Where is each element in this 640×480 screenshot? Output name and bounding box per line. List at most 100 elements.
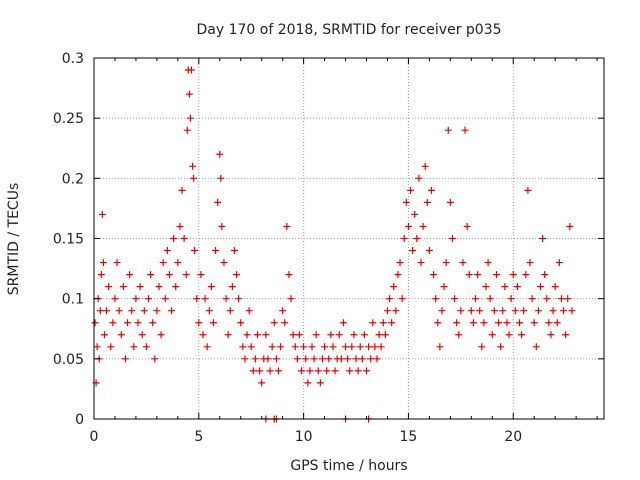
data-point bbox=[117, 331, 125, 339]
data-point bbox=[270, 319, 278, 327]
data-point bbox=[488, 331, 496, 339]
data-point bbox=[233, 271, 241, 279]
data-point bbox=[113, 259, 121, 267]
data-point bbox=[379, 319, 387, 327]
data-point bbox=[159, 259, 167, 267]
data-point bbox=[281, 319, 289, 327]
data-point bbox=[459, 259, 467, 267]
data-point bbox=[205, 307, 213, 315]
data-point bbox=[195, 319, 203, 327]
data-point bbox=[344, 355, 352, 363]
data-point bbox=[258, 379, 266, 387]
data-point bbox=[243, 331, 251, 339]
data-point bbox=[520, 307, 528, 315]
data-point bbox=[564, 295, 572, 303]
data-point bbox=[495, 319, 503, 327]
data-point bbox=[383, 307, 391, 315]
data-point bbox=[142, 343, 150, 351]
data-point bbox=[138, 331, 146, 339]
data-point bbox=[178, 186, 186, 194]
data-point bbox=[352, 355, 360, 363]
data-point bbox=[482, 283, 490, 291]
data-point bbox=[274, 367, 282, 375]
data-point bbox=[186, 114, 194, 122]
data-point bbox=[306, 367, 314, 375]
data-point bbox=[128, 307, 136, 315]
data-point bbox=[239, 343, 247, 351]
data-point bbox=[467, 307, 475, 315]
data-point bbox=[566, 222, 574, 230]
data-point bbox=[553, 319, 561, 327]
data-point bbox=[490, 307, 498, 315]
data-point bbox=[153, 307, 161, 315]
data-point bbox=[474, 271, 482, 279]
data-point bbox=[396, 259, 404, 267]
data-point bbox=[461, 126, 469, 134]
data-point bbox=[132, 295, 140, 303]
x-tick-label: 5 bbox=[194, 429, 203, 445]
data-point bbox=[254, 331, 262, 339]
data-point bbox=[222, 295, 230, 303]
data-point bbox=[348, 343, 356, 351]
data-point bbox=[430, 271, 438, 279]
data-point bbox=[298, 367, 306, 375]
data-point bbox=[111, 295, 119, 303]
data-point bbox=[124, 319, 132, 327]
data-point bbox=[451, 295, 459, 303]
data-point bbox=[486, 295, 494, 303]
x-axis-label: GPS time / hours bbox=[290, 458, 407, 474]
data-point bbox=[367, 355, 375, 363]
data-point bbox=[99, 259, 107, 267]
data-point bbox=[528, 295, 536, 303]
data-point bbox=[209, 319, 217, 327]
data-point bbox=[224, 331, 232, 339]
data-point bbox=[423, 198, 431, 206]
data-point bbox=[442, 259, 450, 267]
data-point bbox=[279, 307, 287, 315]
y-tick-label: 0 bbox=[75, 412, 84, 428]
data-point bbox=[191, 247, 199, 255]
data-point bbox=[323, 367, 331, 375]
data-point bbox=[448, 235, 456, 242]
data-point bbox=[161, 295, 169, 303]
data-point bbox=[176, 222, 184, 230]
data-point bbox=[98, 210, 106, 218]
data-point bbox=[421, 162, 429, 170]
data-point bbox=[168, 307, 176, 315]
chart-title: Day 170 of 2018, SRMTID for receiver p03… bbox=[196, 22, 501, 38]
data-point bbox=[568, 307, 576, 315]
data-point bbox=[532, 343, 540, 351]
data-point bbox=[289, 331, 297, 339]
data-point bbox=[436, 343, 444, 351]
data-point bbox=[180, 235, 188, 242]
data-point bbox=[285, 271, 293, 279]
data-point bbox=[555, 259, 563, 267]
y-tick-label: 0.25 bbox=[53, 111, 84, 127]
data-point bbox=[187, 66, 195, 74]
data-point bbox=[377, 343, 385, 351]
data-point bbox=[121, 355, 129, 363]
data-point bbox=[304, 379, 312, 387]
data-point bbox=[314, 367, 322, 375]
data-point bbox=[300, 343, 308, 351]
data-point bbox=[331, 367, 339, 375]
data-point bbox=[446, 198, 454, 206]
data-point bbox=[251, 355, 259, 363]
data-point bbox=[453, 319, 461, 327]
data-point bbox=[256, 367, 264, 375]
data-point bbox=[342, 343, 350, 351]
data-point bbox=[358, 355, 366, 363]
data-point bbox=[212, 247, 220, 255]
data-point bbox=[100, 331, 108, 339]
data-point bbox=[524, 186, 532, 194]
data-point bbox=[157, 331, 165, 339]
data-point bbox=[497, 343, 505, 351]
y-tick-label: 0.2 bbox=[62, 171, 84, 187]
data-point bbox=[130, 343, 138, 351]
data-point bbox=[197, 271, 205, 279]
data-point bbox=[272, 355, 280, 363]
data-point bbox=[415, 174, 423, 182]
data-point bbox=[513, 283, 521, 291]
data-point bbox=[350, 331, 358, 339]
data-point bbox=[190, 174, 198, 182]
